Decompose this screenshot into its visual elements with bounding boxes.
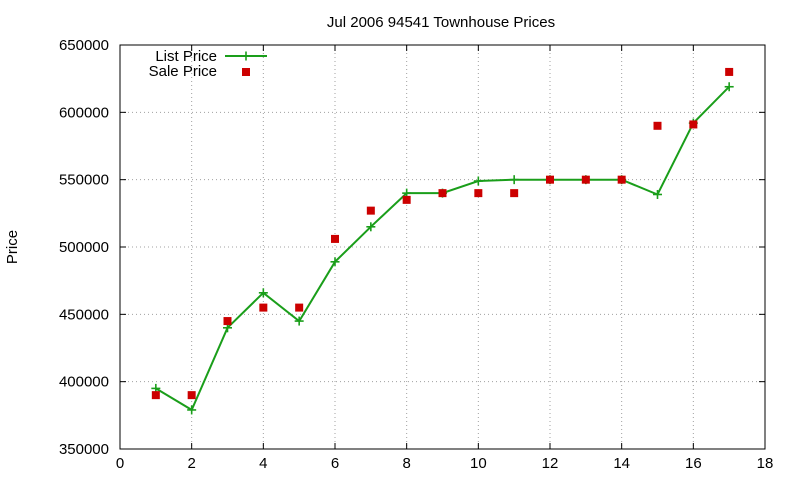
sale-price-point bbox=[259, 303, 268, 312]
legend-sample-list-marker bbox=[241, 51, 251, 61]
sale-price-point bbox=[653, 121, 662, 130]
list-price-point bbox=[258, 288, 268, 298]
x-tick-label: 8 bbox=[402, 455, 410, 472]
axis-ticks: 0 2 4 6 8 10 12 14 16 18 350000 400000 450000 500000 5… bbox=[59, 37, 773, 472]
list-price-point bbox=[330, 257, 340, 267]
x-tick-label: 4 bbox=[259, 455, 267, 472]
sale-price-point bbox=[223, 317, 232, 326]
list-price-point bbox=[724, 82, 734, 92]
y-tick-label: 500000 bbox=[59, 239, 109, 256]
list-price-point bbox=[187, 405, 197, 415]
sale-price-point bbox=[546, 175, 554, 184]
sale-price-point bbox=[510, 189, 519, 198]
x-tick-label: 0 bbox=[116, 455, 124, 472]
y-tick-label: 600000 bbox=[59, 104, 109, 121]
sale-price-point bbox=[617, 175, 626, 184]
x-tick-label: 18 bbox=[757, 455, 774, 472]
y-tick-label: 650000 bbox=[59, 37, 109, 54]
list-price-point bbox=[509, 175, 519, 185]
y-tick-label: 400000 bbox=[59, 374, 109, 391]
sale-price-point bbox=[474, 189, 483, 198]
y-tick-label: 550000 bbox=[59, 172, 109, 189]
x-tick-label: 14 bbox=[613, 455, 630, 472]
list-price-line bbox=[155, 85, 730, 412]
sale-price-point bbox=[366, 206, 375, 215]
legend-label-list-price: List Price bbox=[155, 48, 217, 65]
y-tick-label: 450000 bbox=[59, 306, 109, 323]
chart-title: Jul 2006 94541 Townhouse Prices bbox=[327, 14, 555, 31]
sale-price-point bbox=[438, 189, 447, 198]
sale-price-point bbox=[725, 67, 734, 76]
plot-frame bbox=[119, 44, 766, 450]
sale-price-point bbox=[331, 234, 339, 243]
y-tick-label: 350000 bbox=[59, 441, 109, 458]
y-axis-label: Price bbox=[4, 230, 21, 264]
sale-price-point bbox=[295, 303, 304, 312]
sale-price-point bbox=[187, 391, 196, 400]
data-series bbox=[151, 67, 734, 415]
x-tick-label: 6 bbox=[331, 455, 339, 472]
sale-price-point bbox=[402, 195, 411, 204]
legend: List Price Sale Price bbox=[149, 48, 267, 80]
list-price-point bbox=[294, 316, 304, 326]
sale-price-point bbox=[151, 391, 160, 400]
x-tick-label: 10 bbox=[470, 455, 487, 472]
legend-label-sale-price: Sale Price bbox=[149, 63, 217, 80]
x-tick-label: 2 bbox=[187, 455, 195, 472]
list-price-point bbox=[366, 222, 376, 232]
x-tick-label: 16 bbox=[685, 455, 702, 472]
gridlines bbox=[120, 45, 765, 449]
list-price-point bbox=[653, 189, 662, 199]
sale-price-point bbox=[581, 175, 590, 184]
sale-price-point bbox=[689, 120, 698, 129]
list-price-point bbox=[473, 176, 483, 186]
x-tick-label: 12 bbox=[542, 455, 559, 472]
legend-sample-sale-marker bbox=[242, 68, 250, 76]
